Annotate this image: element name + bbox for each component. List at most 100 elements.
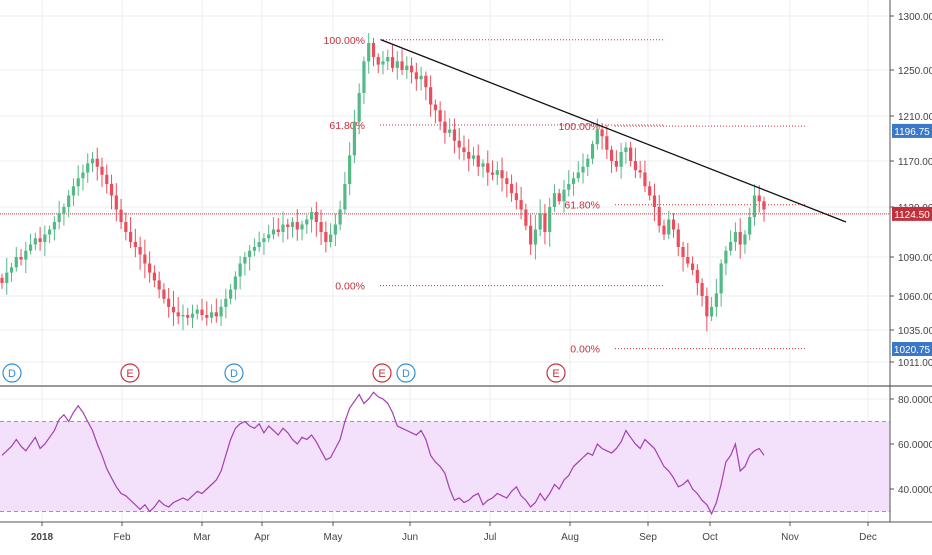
time-tick-label: Feb — [113, 532, 131, 543]
candle-down — [738, 232, 742, 245]
candle-down — [414, 72, 418, 80]
candle-down — [162, 289, 166, 299]
candle-up — [76, 178, 80, 187]
time-tick-label: 2018 — [31, 532, 54, 543]
candle-up — [52, 222, 56, 230]
candle-up — [333, 224, 337, 235]
candle-up — [71, 186, 76, 196]
candle-down — [200, 309, 204, 316]
time-tick-label: Jul — [484, 532, 497, 543]
candle-down — [509, 184, 514, 194]
candle-down — [433, 104, 437, 111]
candle-down — [648, 186, 652, 196]
fib-level-label: 0.00% — [570, 344, 600, 356]
price-box — [892, 206, 932, 221]
candle-up — [362, 61, 366, 93]
candle-up — [495, 170, 499, 175]
candle-up — [348, 155, 352, 184]
candle-down — [524, 209, 528, 226]
candle-down — [205, 315, 209, 318]
fib-level-label: 100.00% — [559, 121, 600, 133]
candle-down — [276, 229, 280, 232]
candle-down — [681, 247, 685, 257]
time-tick-label: Nov — [781, 532, 799, 543]
candle-up — [281, 224, 285, 232]
candle-up — [548, 207, 552, 232]
candle-down — [462, 147, 466, 152]
badge-letter: D — [8, 368, 16, 380]
candle-down — [0, 277, 4, 283]
candle-up — [724, 250, 728, 264]
candle-down — [100, 166, 104, 175]
time-tick-label: Dec — [859, 532, 877, 543]
candle-up — [405, 65, 409, 70]
time-tick-label: Aug — [561, 532, 579, 543]
candle-up — [248, 250, 252, 257]
candle-up — [533, 229, 537, 245]
price-box-label: 1196.75 — [894, 127, 930, 138]
price-tick-label: 1170.00 — [898, 157, 932, 168]
candle-up — [33, 238, 37, 245]
candle-up — [190, 313, 195, 318]
candle-down — [324, 232, 328, 242]
candle-down — [614, 161, 618, 167]
rsi-band-layer — [0, 421, 890, 512]
candle-down — [705, 296, 709, 317]
candle-up — [481, 163, 485, 167]
price-tick-label: 1090.00 — [898, 253, 932, 264]
candle-down — [38, 238, 42, 242]
badge-letter: E — [552, 368, 559, 380]
candle-down — [157, 280, 161, 290]
candle-down — [486, 163, 490, 173]
candle-up — [719, 263, 723, 294]
candle-down — [610, 149, 614, 161]
candle-down — [133, 242, 137, 247]
candle-down — [695, 270, 699, 283]
candle-down — [429, 87, 433, 105]
candle-up — [752, 195, 757, 217]
candle-down — [390, 57, 395, 68]
trend-line — [380, 39, 847, 223]
candle-down — [295, 222, 299, 230]
fib-layer: 100.00% 61.80% 0.00% 100.00% 61.80% 0.00% — [0, 35, 890, 356]
candle-down — [467, 152, 471, 159]
badge-circle — [546, 363, 566, 383]
candle-down — [519, 200, 523, 210]
rsi-tick-label: 40.0000 — [898, 485, 932, 496]
candle-up — [562, 189, 566, 202]
candle-down — [605, 136, 609, 150]
badge-circle — [120, 363, 140, 383]
candles-layer — [0, 33, 766, 332]
candle-down — [167, 298, 171, 307]
candle-down — [505, 178, 509, 184]
candle-down — [171, 306, 176, 313]
candle-down — [176, 312, 180, 317]
candle-up — [252, 247, 257, 251]
candle-up — [419, 75, 423, 80]
candle-down — [128, 232, 133, 242]
fib-level-label: 0.00% — [335, 281, 365, 293]
fib-level-label: 61.80% — [564, 200, 600, 212]
candle-down — [424, 75, 428, 88]
badge-circle — [372, 363, 392, 383]
candle-up — [624, 147, 628, 152]
candle-up — [395, 61, 399, 68]
candle-up — [267, 234, 271, 239]
event-badge: E — [120, 363, 140, 383]
candle-down — [376, 57, 380, 65]
candle-up — [743, 234, 747, 245]
candle-up — [81, 172, 85, 179]
candle-up — [538, 213, 542, 230]
candle-up — [5, 272, 9, 283]
price-tick-label: 1250.00 — [898, 66, 932, 77]
candle-down — [105, 174, 109, 184]
event-badge: E — [546, 363, 566, 383]
time-tick-label: Sep — [639, 532, 657, 543]
event-badge: D — [2, 363, 22, 383]
candle-down — [762, 201, 766, 210]
candle-up — [571, 178, 576, 184]
candle-up — [590, 144, 595, 159]
price-box — [892, 123, 932, 138]
candle-down — [314, 212, 318, 222]
